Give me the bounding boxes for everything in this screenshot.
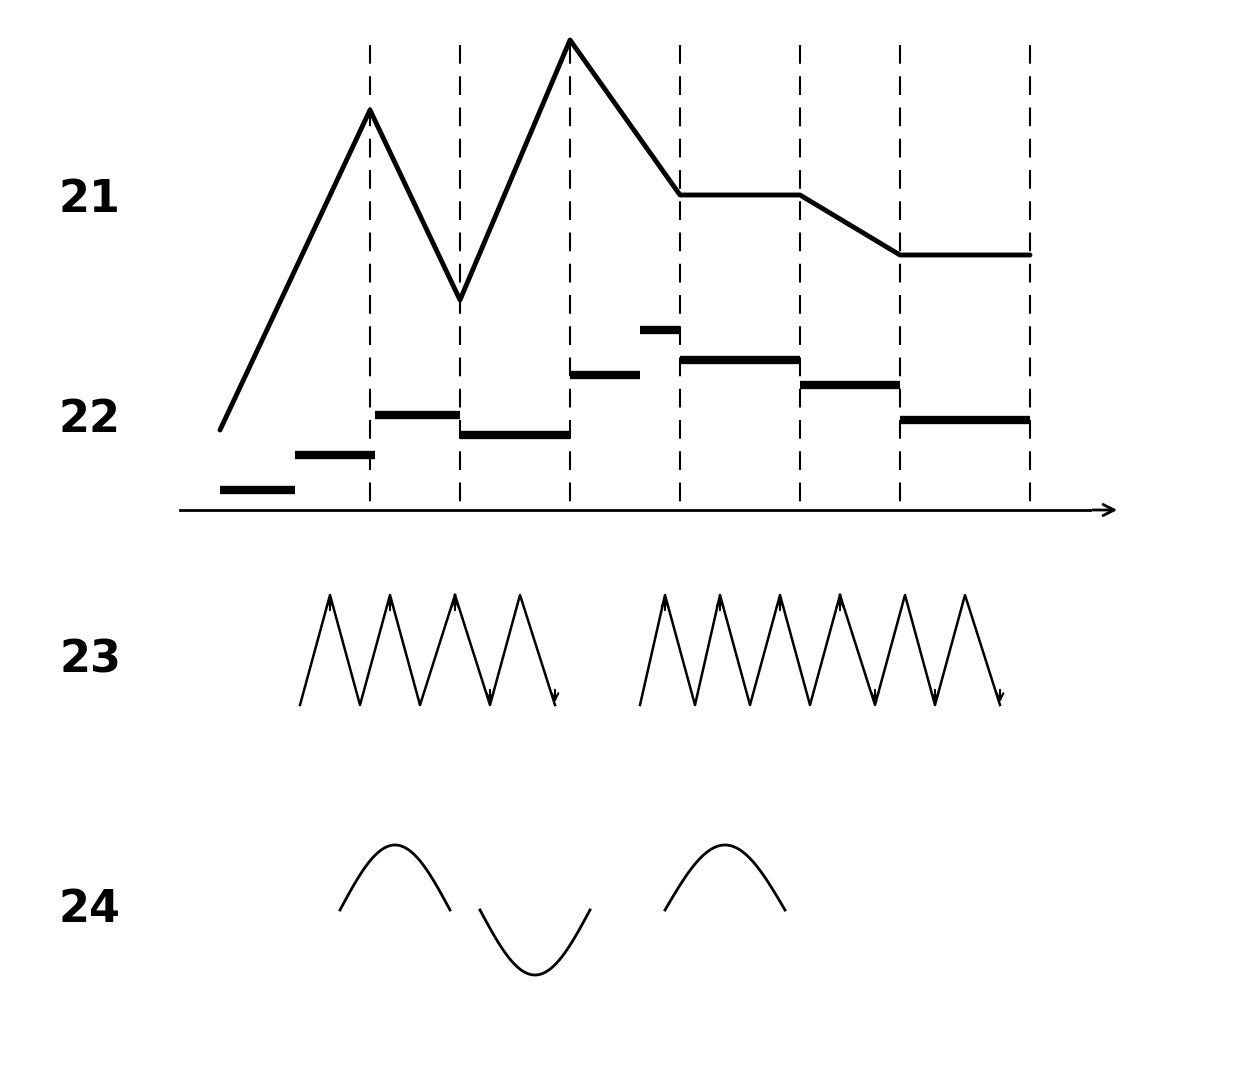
Text: 24: 24 (60, 888, 122, 932)
Text: 22: 22 (60, 398, 122, 442)
Text: 21: 21 (60, 179, 122, 221)
Text: 23: 23 (60, 639, 122, 682)
